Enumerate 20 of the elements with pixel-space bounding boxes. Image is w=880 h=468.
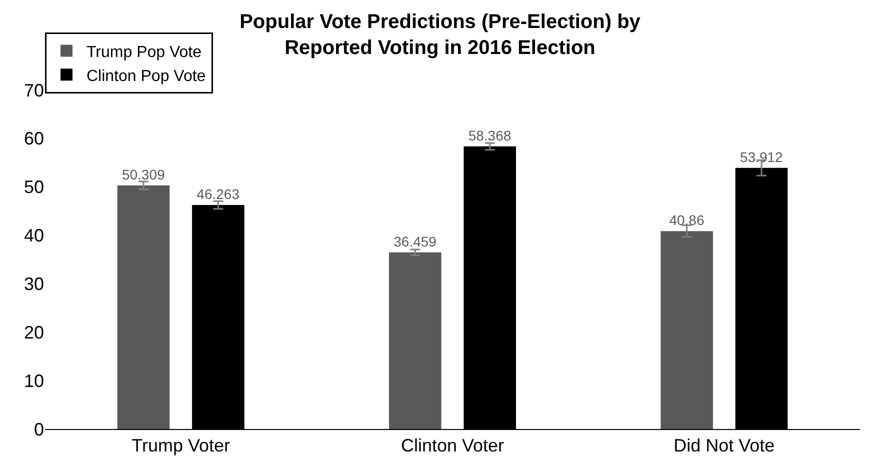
x-tick-label: Did Not Vote — [674, 436, 775, 456]
y-tick-label: 50 — [24, 177, 44, 198]
data-label: 36.459 — [394, 233, 437, 250]
y-tick-label: 10 — [24, 370, 44, 391]
legend-label: Trump Pop Vote — [86, 44, 202, 62]
y-tick-label: 30 — [24, 274, 44, 294]
y-tick-label: 20 — [24, 322, 44, 342]
y-tick-label: 60 — [24, 128, 44, 149]
data-label: 40.86 — [669, 212, 704, 228]
x-tick-label: Trump Voter — [132, 436, 230, 456]
data-label: 46.263 — [196, 186, 240, 202]
legend-label: Clinton Pop Vote — [86, 68, 206, 85]
chart-title: Popular Vote Predictions (Pre-Election) by Reported Voting in 2016 Election — [240, 11, 642, 60]
y-tick-label: 70 — [24, 80, 44, 100]
data-label: 58.368 — [468, 127, 512, 144]
x-tick-label: Clinton Voter — [400, 436, 504, 456]
data-label: 50.309 — [122, 166, 165, 182]
data-label: 53.912 — [740, 148, 784, 165]
y-tick-label: 40 — [24, 226, 44, 246]
y-tick-label: 0 — [34, 419, 44, 440]
